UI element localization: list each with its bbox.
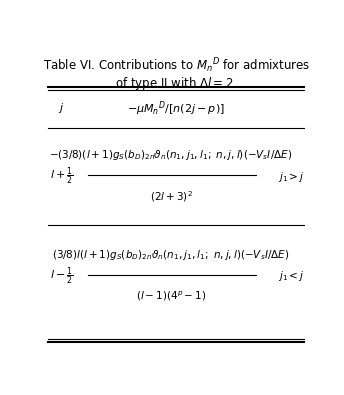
Text: $(2l+3)^2$: $(2l+3)^2$ — [150, 189, 192, 204]
Text: $j$: $j$ — [58, 101, 65, 115]
Text: $l+\frac{1}{2}$: $l+\frac{1}{2}$ — [50, 166, 74, 187]
Text: of type II with $\Delta l=2$.: of type II with $\Delta l=2$. — [115, 75, 237, 92]
Text: $-\mu M_n{}^D/[n(2j-p)]$: $-\mu M_n{}^D/[n(2j-p)]$ — [127, 99, 225, 118]
Text: $l-\frac{1}{2}$: $l-\frac{1}{2}$ — [50, 265, 74, 287]
Text: Table VI. Contributions to $M_n{}^D$ for admixtures: Table VI. Contributions to $M_n{}^D$ for… — [43, 56, 310, 75]
Text: $-(3/8)(l+1)g_S(b_D)_{2n}\vartheta_n(n_1,j_1,l_1;\ n,j,l)(-V_s I/\Delta E)$: $-(3/8)(l+1)g_S(b_D)_{2n}\vartheta_n(n_1… — [49, 149, 293, 162]
Text: $(l-1)(4^p-1)$: $(l-1)(4^p-1)$ — [136, 290, 206, 303]
Text: $j_1<j$: $j_1<j$ — [278, 269, 304, 283]
Text: $j_1>j$: $j_1>j$ — [278, 170, 304, 184]
Text: $(3/8)l(l+1)g_S(b_D)_{2n}\vartheta_n(n_1,j_1,l_1;\ n,j,l)(-V_s I/\Delta E)$: $(3/8)l(l+1)g_S(b_D)_{2n}\vartheta_n(n_1… — [52, 248, 290, 262]
